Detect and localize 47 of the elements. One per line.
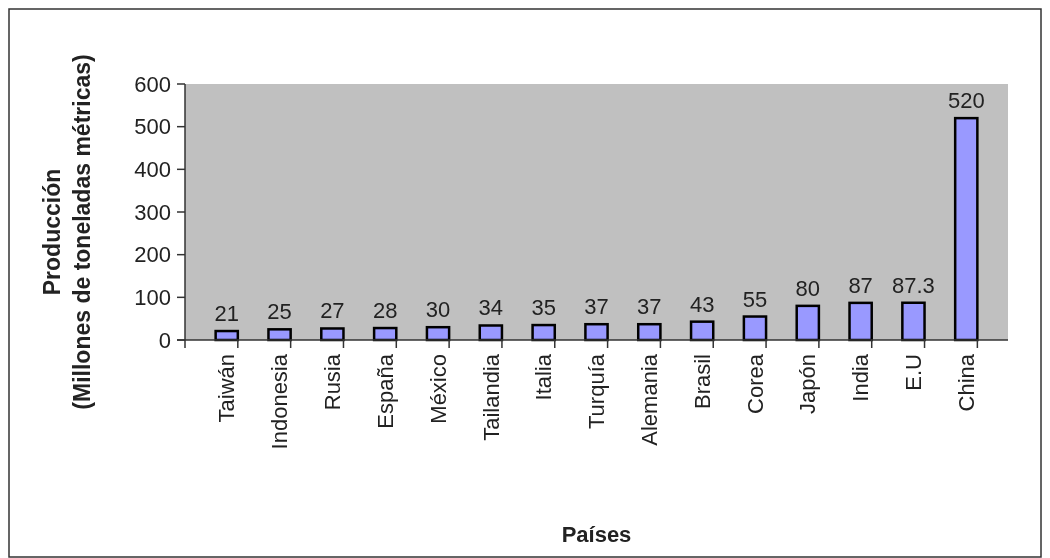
y-tick-label: 300 (134, 199, 171, 225)
data-label: 520 (947, 88, 985, 114)
bar (636, 322, 662, 342)
data-label: 25 (267, 299, 292, 325)
y-axis-title: Producción (Millones de toneladas métricas) (39, 54, 95, 410)
data-label: 34 (478, 295, 504, 321)
y-tick-label: 100 (134, 285, 171, 311)
data-label: 27 (320, 298, 345, 324)
data-label: 43 (689, 291, 715, 317)
data-label: 37 (637, 294, 662, 320)
x-tick-label: Brasil (689, 354, 715, 410)
data-label: 80 (795, 275, 821, 301)
data-label: 87 (848, 272, 873, 298)
data-label: 21 (214, 301, 239, 327)
x-tick-label: E.U (901, 354, 927, 391)
data-label: 37 (584, 294, 609, 320)
x-tick-label: Taiwán (214, 354, 240, 423)
data-label: 55 (742, 286, 768, 312)
bar (584, 322, 609, 342)
bar (689, 320, 715, 342)
x-tick-label: Turquía (584, 353, 610, 430)
y-tick-label: 0 (158, 327, 171, 353)
x-tick-label: Tailandia (478, 353, 504, 441)
x-tick-label: China (953, 353, 979, 412)
x-tick-label: Alemania (637, 353, 663, 446)
x-tick-label: Indonesia (267, 353, 293, 450)
bar (742, 315, 768, 342)
x-tick-label: Italia (531, 353, 557, 401)
x-tick-label: España (372, 353, 398, 429)
y-tick-label: 500 (134, 114, 171, 140)
y-tick-label: 400 (134, 157, 171, 183)
bar (795, 304, 821, 342)
bar (848, 301, 873, 342)
x-tick-label: México (425, 354, 451, 424)
data-label: 28 (372, 298, 398, 324)
data-label: 87.3 (892, 272, 935, 298)
bar (901, 301, 926, 342)
x-tick-label: Japón (795, 354, 821, 414)
bar (953, 116, 979, 342)
x-tick-label: India (848, 353, 874, 402)
y-tick-label: 600 (134, 71, 171, 97)
data-label: 30 (425, 297, 451, 323)
data-label: 35 (531, 295, 556, 321)
y-tick-label: 200 (134, 242, 171, 268)
x-tick-label: Corea (742, 353, 768, 414)
x-tick-label: Rusia (320, 353, 346, 411)
x-axis-title: Países (561, 522, 632, 547)
